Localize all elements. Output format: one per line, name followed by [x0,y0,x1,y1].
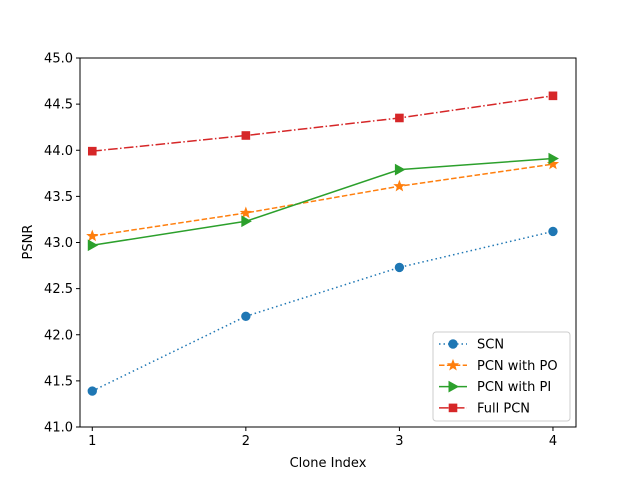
data-point [548,91,558,101]
x-tick-label: 4 [549,434,557,449]
y-tick-label: 43.0 [44,236,73,251]
y-tick-label: 45.0 [44,52,73,67]
y-tick-label: 41.0 [44,421,73,436]
y-tick-label: 44.5 [44,98,73,113]
data-point [241,311,251,321]
x-tick-label: 2 [242,434,250,449]
data-point [87,146,97,156]
x-axis-label: Clone Index [290,456,367,471]
series-line [92,163,554,237]
x-tick-label: 1 [88,434,96,449]
data-point [548,152,559,165]
series-line [92,157,554,247]
y-tick-label: 44.0 [44,144,73,159]
y-tick-label: 42.0 [44,328,73,343]
data-point [239,206,252,219]
legend-label: Full PCN [477,401,530,416]
series-layer [86,91,560,396]
data-point [87,239,99,252]
y-tick-label: 43.5 [44,190,73,205]
data-point [241,215,252,228]
data-point [548,226,558,237]
x-tick-label: 3 [395,434,403,449]
legend-marker [446,358,460,371]
legend-marker [448,380,460,393]
data-point [86,229,99,242]
data-point [87,386,97,396]
data-point [394,262,405,273]
y-tick-label: 42.5 [44,282,73,297]
x-axis-ticks: 1 2 3 4 [88,427,557,449]
legend-label: SCN [477,338,504,353]
series-scn [87,226,558,396]
data-point [395,113,404,123]
legend: SCN PCN with PO PCN with PI Full PCN [432,331,571,422]
data-point [241,131,251,140]
data-point [393,179,406,192]
legend-label: PCN with PI [477,380,551,395]
legend-marker [448,403,458,413]
y-axis-ticks: 41.0 41.5 42.0 42.5 43.0 43.5 44.0 44.5 45.0 [44,52,80,436]
series-pcn-with-pi [87,152,559,252]
series-line [92,95,554,152]
legend-label: PCN with PO [477,359,558,374]
legend-box [432,331,571,422]
y-tick-label: 41.5 [44,374,73,389]
legend-marker [448,339,458,349]
series-full-pcn [87,91,558,156]
data-point [394,163,406,176]
y-axis-label: PSNR [21,225,36,260]
series-line [91,230,554,392]
